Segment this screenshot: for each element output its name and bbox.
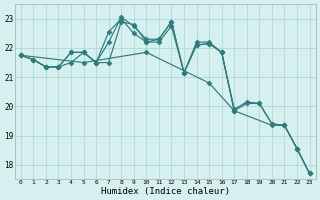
X-axis label: Humidex (Indice chaleur): Humidex (Indice chaleur) [101, 187, 230, 196]
